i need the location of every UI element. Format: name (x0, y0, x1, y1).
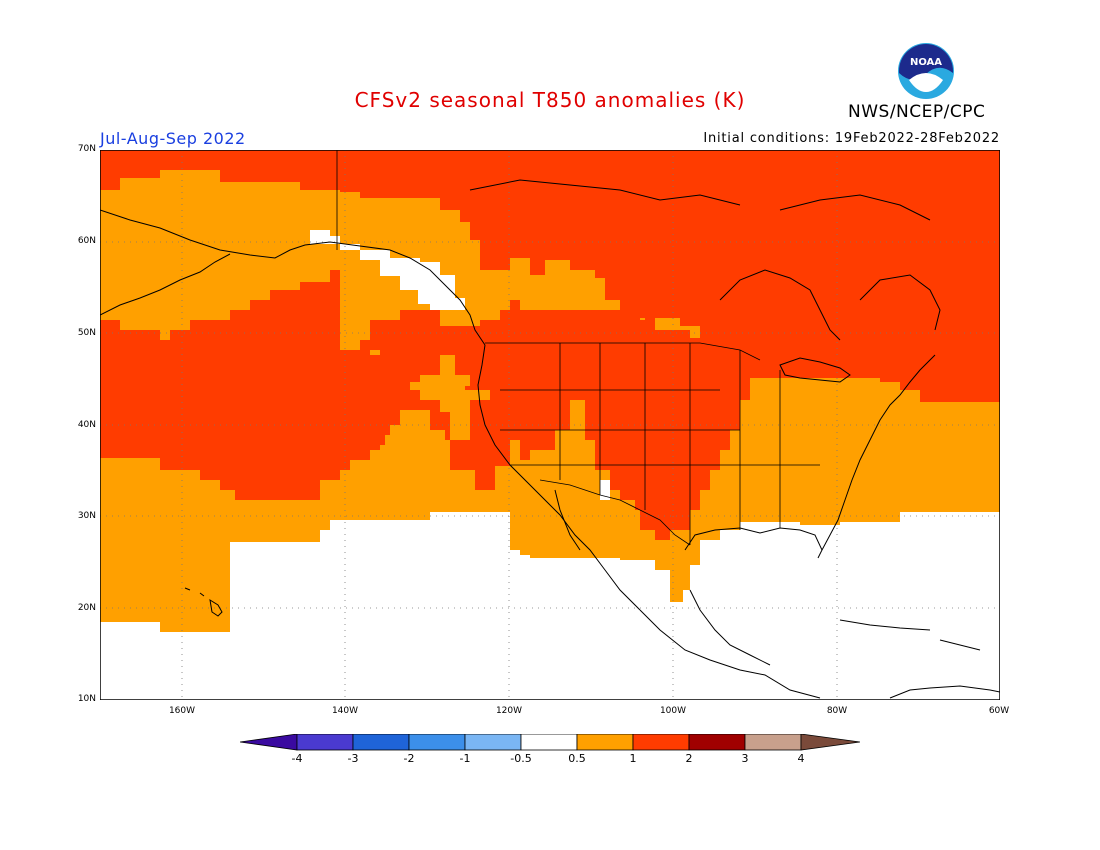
graticule (100, 150, 1000, 700)
lon-label-140w: 140W (331, 706, 359, 716)
map-title: CFSv2 seasonal T850 anomalies (K) (354, 88, 746, 112)
lat-label-30n: 30N (77, 511, 96, 521)
lon-label-60w: 60W (988, 706, 1010, 716)
legend-label: -4 (291, 752, 303, 765)
legend-label: -3 (347, 752, 359, 765)
legend-swatch-minus-1-to-minus-0-5 (464, 734, 522, 751)
anomaly-region-red-pacific (100, 320, 420, 500)
coastlines (100, 179, 1000, 699)
legend-swatch-1-to-2 (632, 734, 690, 751)
political-borders (336, 150, 820, 546)
lon-label-80w: 80W (826, 706, 848, 716)
lat-label-70n: 70N (77, 144, 96, 154)
lat-label-50n: 50N (77, 328, 96, 338)
legend-swatch-0-5-to-1 (576, 734, 634, 751)
lat-label-40n: 40N (77, 420, 96, 430)
legend-label: 1 (629, 752, 637, 765)
lat-label-10n: 10N (77, 694, 96, 704)
noaa-logo: NOAA (896, 41, 956, 101)
neutral-region-alaska (310, 230, 465, 310)
legend-label: 3 (741, 752, 749, 765)
legend-label: 0.5 (568, 752, 586, 765)
neutral-region-south (100, 512, 1000, 700)
legend-swatch-2-to-3 (688, 734, 746, 751)
neutral-region-southwest (600, 480, 610, 500)
legend-swatch-neutral (520, 734, 578, 751)
legend-label: -2 (403, 752, 415, 765)
legend-label: -1 (459, 752, 471, 765)
organization-label: NWS/NCEP/CPC (848, 102, 986, 122)
lat-label-20n: 20N (77, 603, 96, 613)
legend-label: 4 (797, 752, 805, 765)
legend-label: 2 (685, 752, 693, 765)
anomaly-region-red-north (100, 150, 1000, 402)
legend-label: -0.5 (510, 752, 532, 765)
forecast-period: Jul-Aug-Sep 2022 (100, 129, 246, 148)
legend-swatch-3-to-4 (744, 734, 802, 751)
legend-swatch-minus-3-to-minus-2 (352, 734, 410, 751)
legend-swatch-below-minus-4 (240, 734, 298, 751)
logo-text: NOAA (910, 57, 942, 68)
legend-swatch-above-4 (800, 734, 860, 751)
lon-label-120w: 120W (495, 706, 523, 716)
lat-label-60n: 60N (77, 236, 96, 246)
anomaly-map (100, 150, 1000, 700)
legend-swatch-minus-2-to-minus-1 (408, 734, 466, 751)
lon-label-160w: 160W (168, 706, 196, 716)
initial-conditions: Initial conditions: 19Feb2022-28Feb2022 (703, 131, 1000, 146)
legend-swatch-minus-4-to-minus-3 (296, 734, 354, 751)
lon-label-100w: 100W (659, 706, 687, 716)
color-scale-legend (240, 734, 860, 751)
